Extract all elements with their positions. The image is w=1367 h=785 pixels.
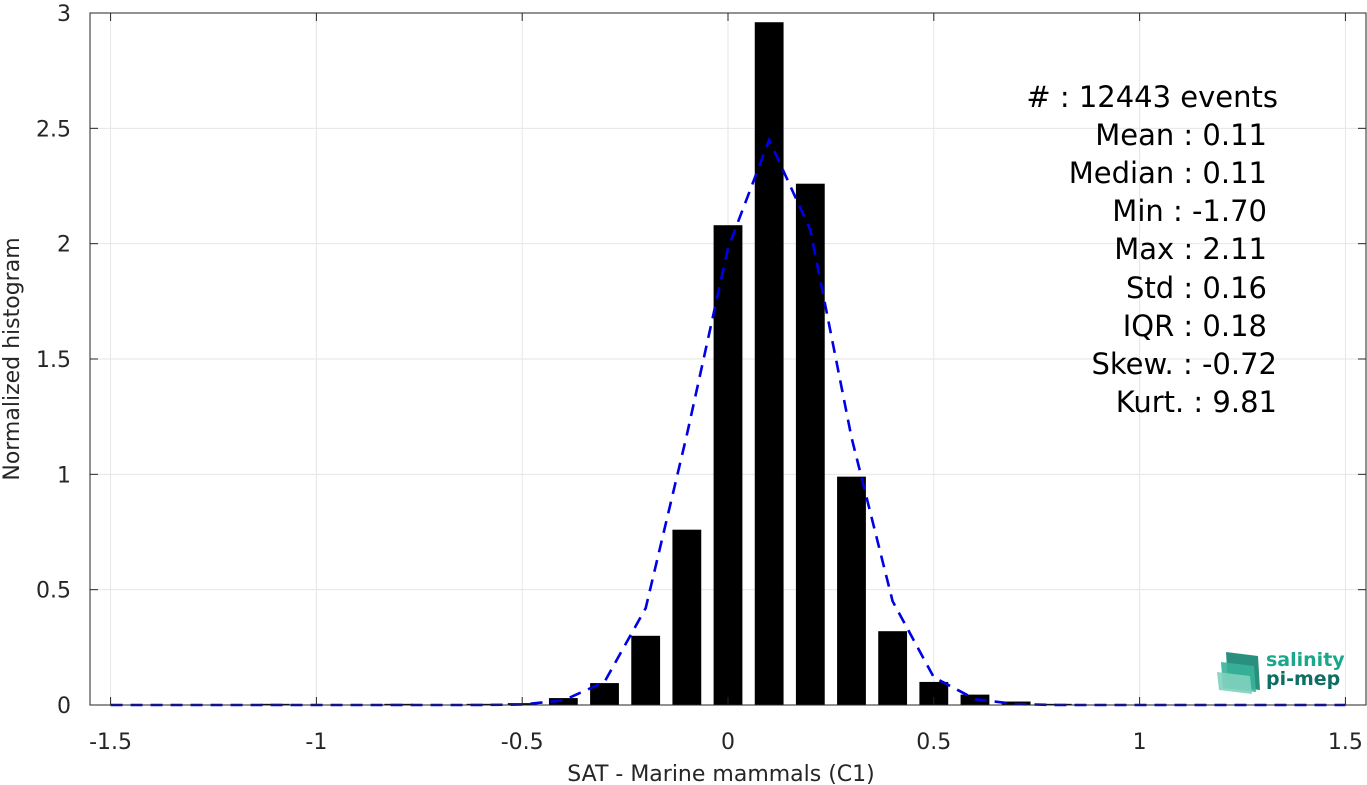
- x-tick-label: 1.5: [1328, 730, 1363, 755]
- x-axis-label: SAT - Marine mammals (C1): [567, 762, 875, 785]
- y-tick-labels: 0 0.5 1 1.5 2 2.5 3: [36, 2, 71, 719]
- y-tick-label: 1.5: [36, 348, 71, 373]
- y-tick-label: 2: [57, 233, 71, 258]
- histogram-bar: [878, 631, 908, 705]
- stat-mean: Mean : 0.11: [1095, 118, 1267, 152]
- histogram-bars: [96, 22, 1360, 706]
- x-tick-label: 0.5: [916, 730, 951, 755]
- salinity-pimep-logo: salinity pi-mep: [1217, 649, 1345, 694]
- stats-box: # : 12443 events Mean : 0.11 Median : 0.…: [1026, 80, 1278, 419]
- logo-line-pimep: pi-mep: [1266, 668, 1340, 690]
- histogram-bar: [837, 476, 866, 705]
- wave-logo-icon: [1217, 652, 1260, 694]
- histogram-bar: [590, 683, 619, 705]
- histogram-bar: [672, 529, 702, 705]
- histogram-bar: [795, 183, 825, 705]
- stat-median: Median : 0.11: [1069, 156, 1267, 190]
- x-tick-label: -1: [305, 730, 327, 755]
- y-tick-label: 0.5: [36, 579, 71, 604]
- y-axis-label: Normalized histogram: [0, 237, 25, 480]
- x-tick-label: -0.5: [501, 730, 544, 755]
- y-tick-label: 0: [57, 694, 71, 719]
- x-tick-label: -1.5: [89, 730, 132, 755]
- histogram-bar: [754, 22, 784, 705]
- histogram-bar: [919, 681, 949, 705]
- histogram-bar: [713, 225, 743, 706]
- x-tick-label: 1: [1133, 730, 1147, 755]
- histogram-bar: [631, 635, 661, 705]
- y-tick-label: 3: [57, 2, 71, 27]
- stat-events: # : 12443 events: [1026, 80, 1278, 114]
- x-tick-labels: -1.5 -1 -0.5 0 0.5 1 1.5: [89, 730, 1363, 755]
- logo-line-salinity: salinity: [1266, 649, 1345, 671]
- axis-ticks: [90, 12, 1366, 706]
- stat-std: Std : 0.16: [1126, 271, 1267, 305]
- stat-skew: Skew. : -0.72: [1091, 347, 1277, 381]
- stat-min: Min : -1.70: [1112, 194, 1267, 228]
- y-tick-label: 2.5: [36, 117, 71, 142]
- stat-max: Max : 2.11: [1114, 232, 1267, 266]
- x-tick-label: 0: [721, 730, 735, 755]
- stat-kurt: Kurt. : 9.81: [1116, 385, 1277, 419]
- histogram-bar: [548, 698, 578, 705]
- stat-iqr: IQR : 0.18: [1123, 309, 1267, 343]
- y-tick-label: 1: [57, 463, 71, 488]
